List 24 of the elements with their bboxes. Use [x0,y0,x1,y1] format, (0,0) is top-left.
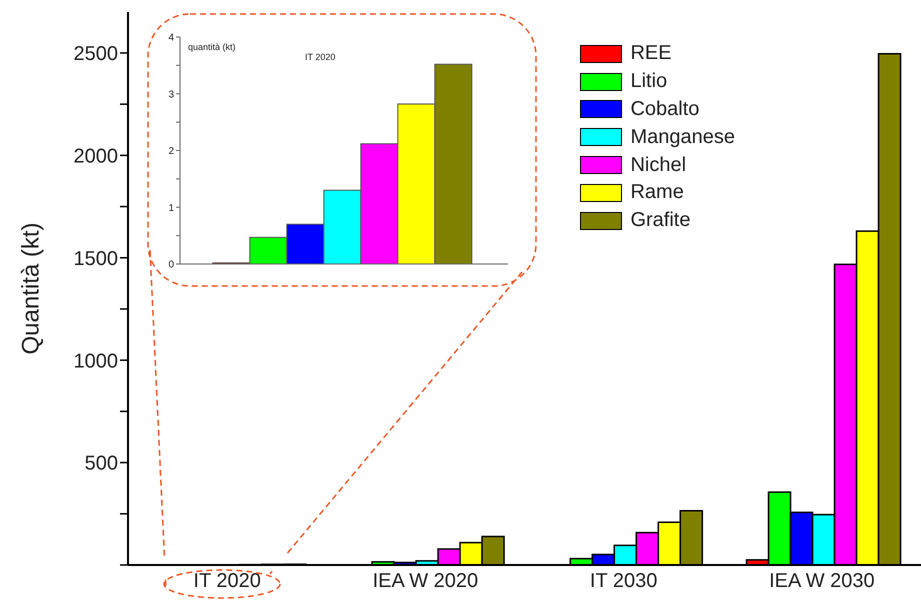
x-tick-label: IEA W 2030 [769,570,875,592]
legend-label: Litio [630,70,668,94]
x-tick-label: IT 2020 [193,570,261,592]
legend-label: Nichel [630,154,686,177]
y-tick-label: 4 [168,32,174,44]
legend-label: Manganese [630,126,735,149]
y-tick-label: 1 [168,202,174,214]
legend-label: Grafite [630,209,690,232]
y-tick-label: 0 [168,260,174,271]
y-tick-label: 3 [168,89,174,100]
y-tick-label: 1500 [74,248,118,270]
y-tick-label: 2500 [74,43,118,66]
y-tick-label: 500 [84,452,118,475]
text: IT 2020 [305,52,336,62]
legend-label: Cobalto [630,98,700,121]
legend-label: REE [630,42,672,66]
x-tick-label: IEA W 2020 [372,570,478,592]
y-axis-title: quantità (kt) [188,42,236,52]
y-tick-label: 1000 [74,350,118,372]
x-tick-label: IT 2030 [590,570,658,592]
y-tick-label: 2000 [74,145,118,168]
y-axis-title: Quantità (kt) [18,222,45,355]
legend-label: Rame [630,181,684,204]
y-tick-label: 2 [168,146,174,158]
